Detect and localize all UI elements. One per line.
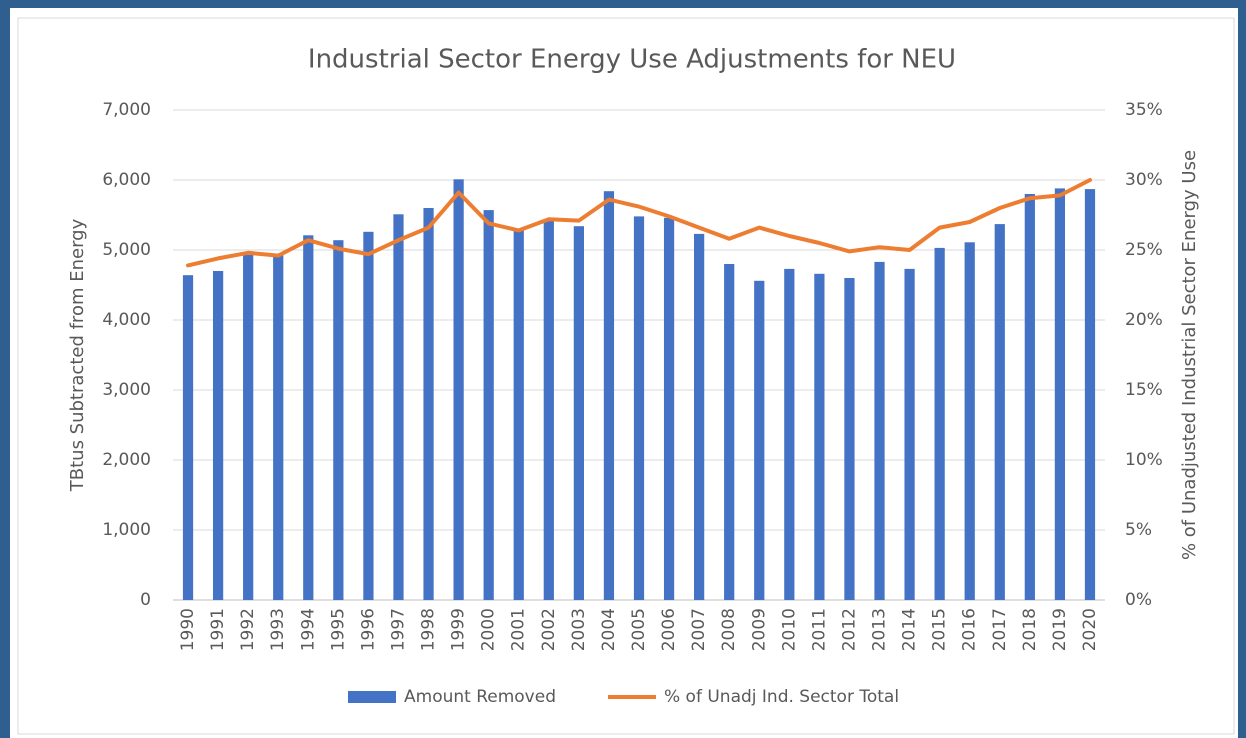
x-tick-label: 2016 (960, 608, 980, 651)
line (186, 178, 1092, 268)
y-tick-label: 6,000 (102, 170, 151, 190)
x-tick-label: 2010 (779, 608, 799, 651)
bar (934, 247, 945, 600)
legend-label: % of Unadj Ind. Sector Total (664, 687, 899, 707)
x-tick-label: 2000 (479, 608, 499, 651)
x-tick-label: 1994 (298, 608, 318, 651)
y-tick-label: 1,000 (102, 520, 151, 540)
bar (243, 254, 254, 600)
bar (303, 235, 314, 601)
y-tick-label: 7,000 (102, 100, 151, 120)
x-tick-label: 1990 (178, 608, 198, 651)
bar (874, 261, 885, 600)
bar (513, 230, 524, 600)
x-tick-label: 2019 (1050, 608, 1070, 651)
bar (724, 264, 735, 600)
bar (453, 179, 464, 601)
bar (994, 224, 1005, 600)
y2-axis-label: % of Unadjusted Industrial Sector Energy… (1179, 150, 1200, 560)
bar (904, 268, 915, 600)
bar (363, 231, 374, 601)
bar (754, 280, 765, 600)
y-tick-label: 4,000 (102, 310, 151, 330)
x-tick-label: 1992 (238, 608, 258, 651)
y2-tick-label: 35% (1125, 100, 1163, 120)
bar (333, 240, 344, 600)
bar (844, 278, 855, 600)
bar (694, 233, 705, 600)
bar (633, 216, 645, 600)
legend-swatch (348, 691, 396, 703)
x-tick-label: 1991 (208, 608, 228, 651)
x-tick-label: 1993 (268, 608, 288, 651)
y-tick-label: 2,000 (102, 450, 151, 470)
x-tick-label: 2014 (900, 608, 920, 651)
bar (1024, 194, 1035, 600)
x-tick-label: 2006 (659, 608, 679, 651)
y2-tick-label: 0% (1125, 590, 1152, 610)
bar (483, 210, 494, 600)
x-tick-label: 2002 (539, 608, 559, 651)
x-tick-label: 2018 (1020, 608, 1040, 651)
x-tick-label: 2004 (599, 608, 619, 651)
x-tick-label: 1996 (358, 608, 378, 651)
bar (182, 275, 194, 600)
x-tick-label: 2001 (509, 608, 529, 651)
legend-label: Amount Removed (404, 687, 556, 707)
x-tick-label: 2012 (839, 608, 859, 651)
bar (814, 273, 825, 600)
x-tick-label: 2013 (870, 608, 890, 651)
bar (603, 191, 615, 600)
x-tick-label: 2005 (629, 608, 649, 651)
y2-tick-label: 10% (1125, 450, 1163, 470)
bar (1054, 188, 1066, 600)
bar (393, 214, 404, 601)
y2-tick-label: 5% (1125, 520, 1152, 540)
x-tick-label: 2009 (749, 608, 769, 651)
bar (964, 242, 975, 601)
bar (212, 271, 224, 600)
y2-tick-label: 20% (1125, 310, 1163, 330)
x-tick-label: 1999 (449, 608, 469, 651)
x-tick-label: 1998 (419, 608, 439, 651)
bar (423, 208, 434, 600)
x-tick-label: 2003 (569, 608, 589, 651)
bar (784, 268, 795, 600)
bar (1084, 189, 1096, 600)
x-tick-label: 1995 (328, 608, 348, 651)
y2-tick-label: 25% (1125, 240, 1163, 260)
x-tick-label: 1997 (388, 608, 408, 651)
x-tick-label: 2007 (689, 608, 709, 651)
y2-tick-label: 15% (1125, 380, 1163, 400)
bar (273, 254, 284, 600)
x-tick-label: 2011 (809, 608, 829, 651)
bar (573, 226, 584, 600)
bar (663, 217, 675, 601)
y-tick-label: 5,000 (102, 240, 151, 260)
bar (543, 220, 554, 600)
x-tick-label: 2020 (1080, 608, 1100, 651)
y-tick-label: 0 (140, 590, 151, 610)
chart-title: Industrial Sector Energy Use Adjustments… (308, 45, 956, 75)
y-tick-label: 3,000 (102, 380, 151, 400)
y-axis-label: TBtus Subtracted from Energy (67, 218, 88, 492)
x-tick-label: 2015 (930, 608, 950, 651)
x-tick-label: 2008 (719, 608, 739, 651)
x-tick-label: 2017 (990, 608, 1010, 651)
y2-tick-label: 30% (1125, 170, 1163, 190)
